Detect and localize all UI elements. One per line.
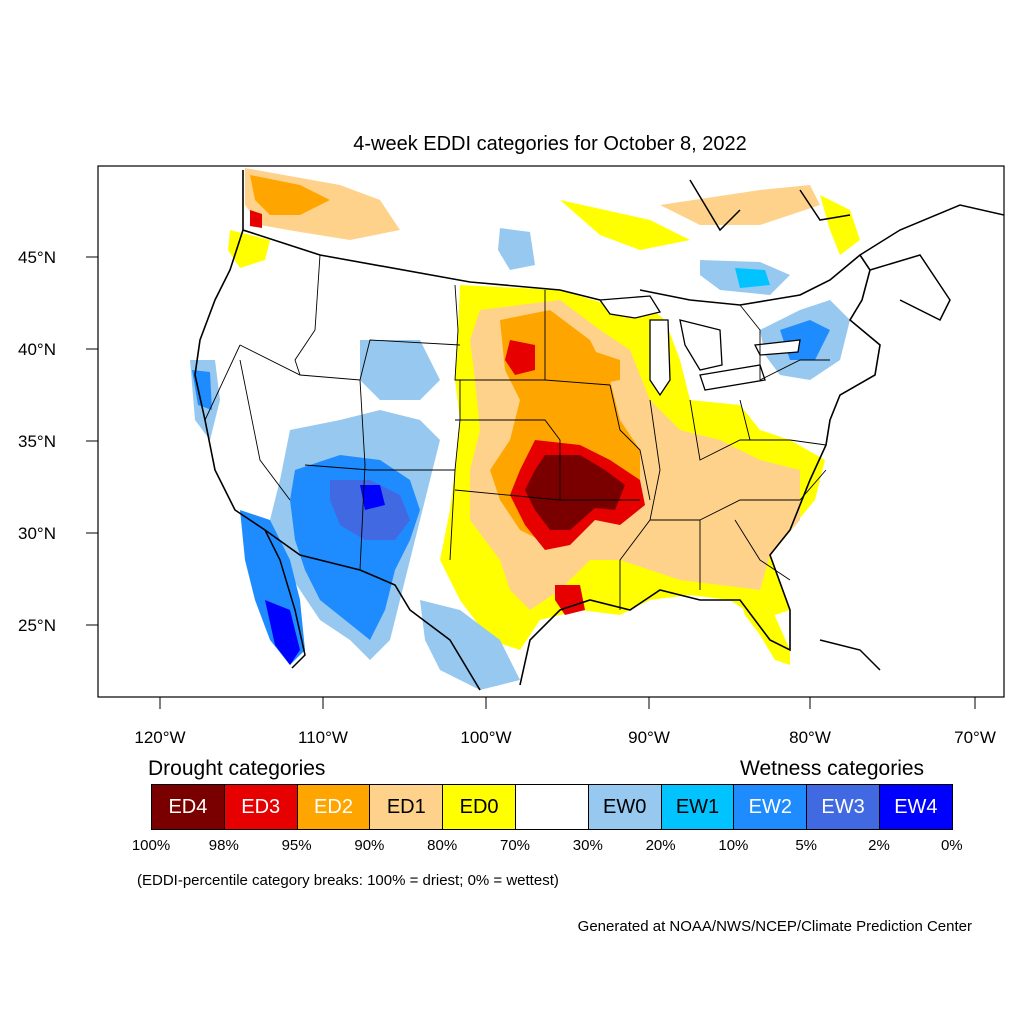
legend-percentile-label: 0%	[940, 837, 963, 854]
great-lakes	[598, 295, 662, 319]
category-breaks-note: (EDDI-percentile category breaks: 100% =…	[137, 872, 559, 889]
axis-ticks	[86, 256, 976, 709]
drought-region	[228, 230, 270, 268]
lon-label-100: 100°W	[460, 728, 512, 747]
legend-percentile-label: 70%	[499, 837, 531, 854]
legend-percentile-label: 90%	[354, 837, 385, 854]
lon-label-80: 80°W	[789, 728, 831, 747]
legend-percentile-label: 10%	[718, 837, 749, 854]
wetness-region	[420, 600, 520, 690]
drought-region	[250, 210, 262, 228]
lat-label-35: 35°N	[18, 432, 56, 451]
drought-region	[820, 195, 860, 255]
lat-label-45: 45°N	[18, 248, 56, 267]
wetness-region	[735, 268, 770, 288]
lon-label-110: 110°W	[298, 728, 348, 747]
lat-label-40: 40°N	[18, 340, 56, 359]
legend-percentile-label: 2%	[868, 837, 890, 854]
wetness-region	[498, 228, 535, 270]
lon-label-120: 120°W	[134, 728, 186, 747]
legend-percentile-label: 98%	[208, 837, 239, 854]
legend-percentile-label: 20%	[645, 837, 676, 854]
legend-box-ew1: EW1	[660, 784, 735, 830]
wetness-categories-title: Wetness categories	[740, 757, 925, 780]
legend-percentile-label: 95%	[281, 837, 312, 854]
lon-label-70: 70°W	[954, 728, 996, 747]
drought-region	[555, 585, 585, 615]
drought-region	[250, 175, 330, 215]
legend-box-ew2: EW2	[733, 784, 808, 830]
map-frame	[97, 165, 1005, 698]
legend-percentile-label: 5%	[795, 837, 818, 854]
wetness-region	[265, 600, 300, 665]
legend-box-ed0: ED0	[442, 784, 516, 830]
legend-percentile-label: 100%	[131, 837, 171, 854]
legend-percentile-label: 30%	[572, 837, 603, 854]
legend-box-ew3: EW3	[806, 784, 880, 830]
legend-box-ed3: ED3	[223, 784, 298, 830]
lat-label-30: 30°N	[18, 524, 56, 543]
legend-box-ed2: ED2	[296, 784, 371, 830]
legend-box-normal	[515, 784, 589, 830]
drought-region	[525, 455, 625, 530]
drought-region	[590, 350, 620, 385]
legend-box-ew0: EW0	[587, 784, 662, 830]
legend-box-ed1: ED1	[369, 784, 444, 830]
drought-region	[505, 340, 535, 375]
credit-line: Generated at NOAA/NWS/NCEP/Climate Predi…	[577, 918, 972, 935]
drought-region	[560, 200, 690, 250]
legend-box-ed4: ED4	[151, 784, 225, 830]
map-title: 4-week EDDI categories for October 8, 20…	[353, 133, 747, 155]
legend-percentile-label: 80%	[427, 837, 458, 854]
legend-box-ew4: EW4	[879, 784, 953, 830]
wetness-region	[330, 480, 410, 540]
wetness-region	[360, 340, 440, 400]
lat-label-25: 25°N	[18, 616, 56, 635]
state-borders	[204, 254, 830, 610]
lon-label-90: 90°W	[628, 728, 670, 747]
wetness-region	[192, 370, 212, 410]
drought-categories-title: Drought categories	[148, 757, 326, 780]
drought-region	[660, 185, 820, 225]
wetness-region	[360, 485, 385, 510]
